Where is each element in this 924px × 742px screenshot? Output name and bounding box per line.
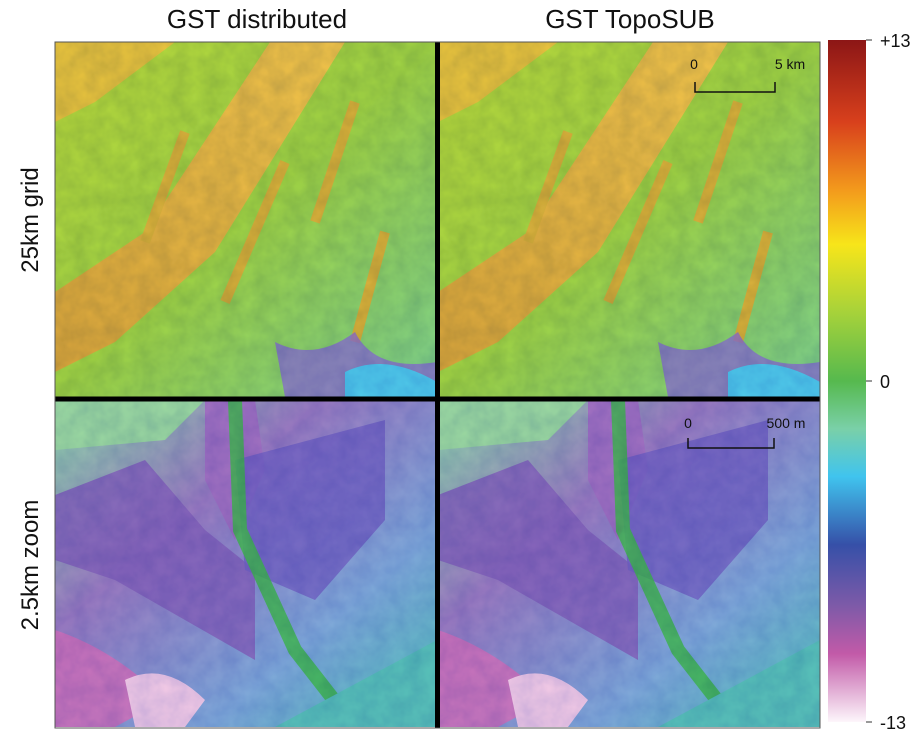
panel-top-left — [55, 42, 437, 397]
colorbar-tick-label: 0 — [880, 372, 890, 392]
panel-top-right — [438, 42, 820, 397]
scale-label: 0 — [684, 415, 692, 431]
column-title: GST TopoSUB — [545, 4, 715, 34]
panel-bottom-right — [438, 400, 820, 727]
scale-label: 0 — [690, 56, 698, 72]
row-label: 25km grid — [17, 167, 44, 272]
row-label: 2.5km zoom — [17, 500, 44, 631]
colorbar-tick-label: -13 — [880, 713, 906, 733]
colorbar — [828, 40, 866, 722]
panel-bottom-left — [55, 400, 437, 727]
colorbar-tick-label: +13 — [880, 31, 911, 51]
column-title: GST distributed — [167, 4, 347, 34]
scale-label: 500 m — [767, 415, 806, 431]
scale-label: 5 km — [775, 56, 805, 72]
figure: GST distributed GST TopoSUB 25km grid 2.… — [0, 0, 924, 742]
